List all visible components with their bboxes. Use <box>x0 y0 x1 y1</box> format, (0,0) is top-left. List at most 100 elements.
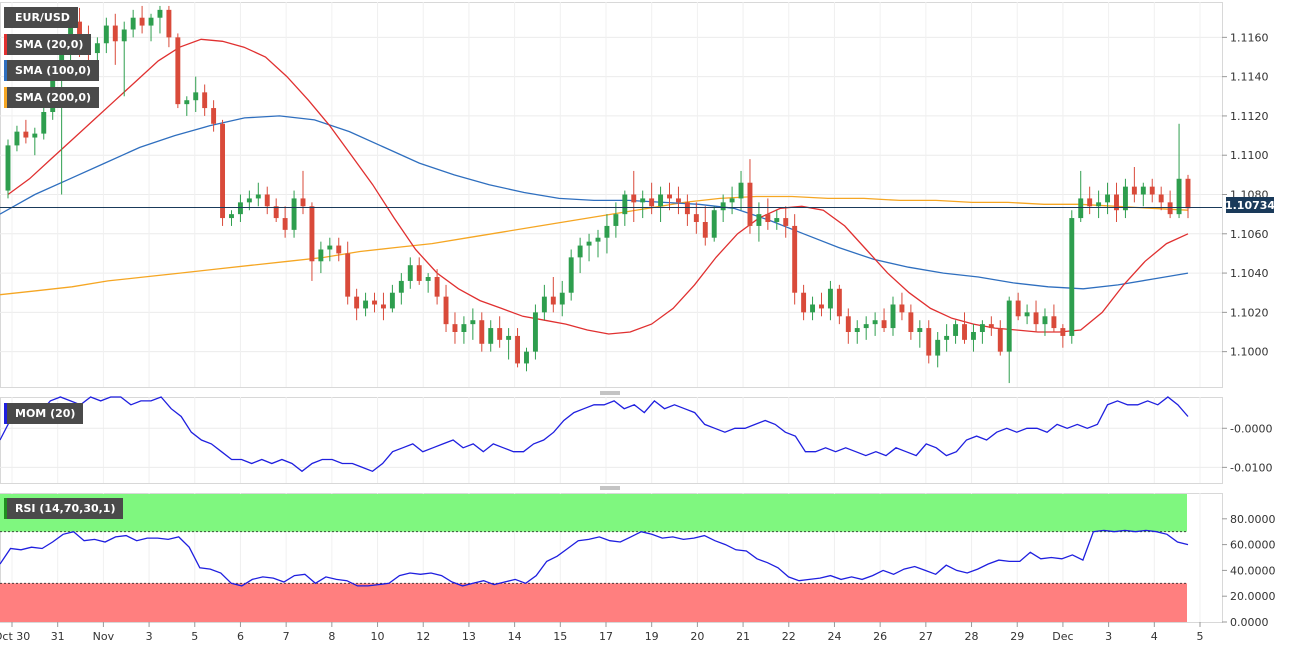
price-tick-label: 1.1000 <box>1230 346 1269 359</box>
candle-body <box>389 292 395 309</box>
price-tick-label: 1.1020 <box>1230 306 1269 319</box>
candle-body <box>112 25 118 42</box>
rsi-swatch <box>4 498 7 519</box>
x-tick-label: 15 <box>553 630 567 643</box>
x-tick-label: 24 <box>827 630 841 643</box>
x-tick-label: 27 <box>919 630 933 643</box>
candle-body <box>416 265 422 281</box>
candle-body <box>524 351 529 364</box>
candle-body <box>729 198 735 203</box>
rsi-tick-label: 20.0000 <box>1230 590 1276 603</box>
x-tick-label: 19 <box>645 630 659 643</box>
sma20-swatch <box>4 34 7 55</box>
candle-body <box>926 328 932 356</box>
price-tick-label: 1.1160 <box>1230 31 1269 44</box>
x-tick-label: 7 <box>283 630 290 643</box>
candle-body <box>1149 186 1155 195</box>
mom-tick-label: -0.0000 <box>1230 422 1272 435</box>
candle-body <box>881 320 887 329</box>
candle-body <box>1176 178 1182 215</box>
x-tick-label: 14 <box>508 630 522 643</box>
legend-sma100[interactable]: SMA (100,0) <box>4 60 100 81</box>
candle-body <box>658 194 664 207</box>
candle-body <box>345 253 351 297</box>
candle-body <box>1024 312 1030 317</box>
price-tick-label: 1.1040 <box>1230 267 1269 280</box>
candle-body <box>613 214 619 226</box>
x-tick-label: 29 <box>1010 630 1024 643</box>
candle-body <box>407 265 413 281</box>
candle-body <box>935 339 941 356</box>
legend-sma100-label: SMA (100,0) <box>15 64 92 77</box>
candle-body <box>363 300 369 309</box>
mom-tick-label: -0.0100 <box>1230 461 1272 474</box>
candle-body <box>398 280 404 293</box>
candle-body <box>720 202 726 211</box>
candle-body <box>506 335 512 340</box>
candle-body <box>264 194 270 207</box>
candle-body <box>41 112 47 134</box>
x-tick-label: 8 <box>328 630 335 643</box>
rsi-tick-label: 0.0000 <box>1230 616 1269 629</box>
candle-body <box>1158 194 1164 203</box>
legend-symbol-label: EUR/USD <box>15 11 70 24</box>
x-tick-label: 20 <box>690 630 704 643</box>
candle-body <box>783 218 789 226</box>
candle-body <box>1140 186 1146 195</box>
symbol-swatch <box>4 7 7 28</box>
x-tick-label: Nov <box>93 630 115 643</box>
legend-symbol: EUR/USD <box>4 7 78 28</box>
x-tick-label: 21 <box>736 630 750 643</box>
mom-line <box>0 396 1189 473</box>
rsi-tick-label: 60.0000 <box>1230 539 1276 552</box>
candle-body <box>77 21 82 46</box>
candle-body <box>434 277 440 297</box>
legend-rsi[interactable]: RSI (14,70,30,1) <box>4 498 124 519</box>
candle-body <box>237 202 243 215</box>
legend-mom[interactable]: MOM (20) <box>4 403 84 424</box>
candle-body <box>5 145 11 191</box>
mom-panel-frame <box>0 397 1223 484</box>
candle-body <box>899 304 905 313</box>
mom-swatch <box>4 403 7 424</box>
price-tick-label: 1.1140 <box>1230 71 1269 84</box>
legend-sma200-label: SMA (200,0) <box>15 91 92 104</box>
x-tick-label: 3 <box>1105 630 1112 643</box>
candle-body <box>425 277 431 281</box>
candle-body <box>193 92 199 101</box>
candle-body <box>962 324 967 340</box>
candle-body <box>300 198 306 207</box>
candle-body <box>1078 198 1084 219</box>
candle-body <box>443 296 449 325</box>
legend-sma200[interactable]: SMA (200,0) <box>4 87 100 108</box>
candle-body <box>1167 202 1173 215</box>
candle-body <box>157 9 163 18</box>
candle-body <box>1006 300 1012 352</box>
sma100-swatch <box>4 60 7 81</box>
candle-body <box>908 312 914 332</box>
candle-body <box>1096 202 1102 207</box>
candle-body <box>1105 194 1111 203</box>
candle-body <box>1051 316 1057 329</box>
candle-body <box>988 324 994 329</box>
sma200-swatch <box>4 87 7 108</box>
price-tick-label: 1.1060 <box>1230 228 1269 241</box>
candle-body <box>944 335 950 340</box>
candle-body <box>827 288 833 309</box>
candle-body <box>675 198 681 203</box>
candle-body <box>318 249 324 262</box>
legend-sma20[interactable]: SMA (20,0) <box>4 34 92 55</box>
candle-body <box>622 194 628 215</box>
candle-body <box>309 206 315 262</box>
candle-body <box>1087 198 1093 207</box>
candle-body <box>550 296 556 305</box>
candle-body <box>631 194 637 203</box>
candle-body <box>756 214 762 226</box>
candle-body <box>532 312 538 352</box>
candle-body <box>801 292 807 313</box>
candle-body <box>336 245 342 254</box>
candle-body <box>890 304 896 329</box>
candle-body <box>863 324 869 329</box>
candle-body <box>774 218 780 222</box>
